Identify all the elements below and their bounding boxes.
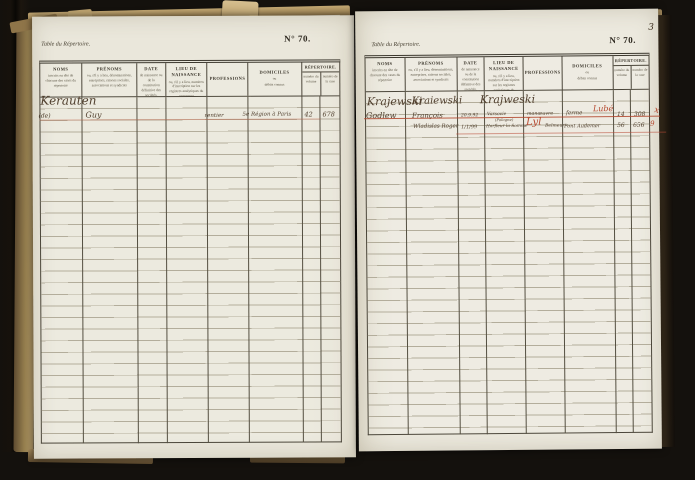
header-domiciles: DOMICILES ou débits connus bbox=[248, 62, 302, 96]
handwritten-volume-number: 56 bbox=[617, 121, 625, 130]
handwritten-domicile: Belmeur bbox=[545, 123, 565, 129]
handwritten-birthdate: 1/1/99 bbox=[461, 124, 478, 131]
handwritten-firstname: Guy bbox=[85, 110, 102, 120]
header-professions: PROFESSIONS bbox=[523, 56, 563, 90]
header-repertoire-case: numéro de la case bbox=[322, 74, 338, 83]
table-body-grid bbox=[365, 89, 652, 436]
header-noms: NOMS inscrits en tête de chacune des cas… bbox=[365, 57, 406, 92]
header-repertoire-case: numéro de la case bbox=[632, 67, 648, 77]
left-page: Table du Répertoire. N° 70. NOMS inscrit… bbox=[32, 15, 356, 459]
table-header-row: NOMS inscrits en tête de chacune des cas… bbox=[365, 55, 649, 93]
header-prenoms: PRÉNOMS ou, s'il y a lieu, dénominations… bbox=[82, 63, 138, 97]
folio-number: N° 70. bbox=[284, 33, 311, 44]
header-repertoire: RÉPERTOIRE. numéro du volume numéro de l… bbox=[301, 62, 340, 96]
handwritten-firstname: Wladislas Roger bbox=[413, 123, 459, 130]
handwritten-volume-number: 42 bbox=[304, 110, 313, 119]
handwritten-surname-variant: Kraiewski bbox=[411, 95, 463, 107]
table-caption: Table du Répertoire. bbox=[41, 41, 91, 48]
header-lieu: LIEU DE NAISSANCE ou, s'il y a lieu, num… bbox=[484, 56, 525, 91]
handwritten-birthplace-detail: (Pologne) bbox=[495, 116, 514, 123]
handwritten-domicile-town: Pont Audemer bbox=[564, 123, 601, 130]
header-repertoire-volume: numéro du volume bbox=[301, 72, 322, 96]
header-repertoire-volume: numéro du volume bbox=[613, 65, 632, 90]
right-page: Table du Répertoire. N° 70. 3 NOMS inscr… bbox=[355, 8, 667, 452]
red-margin-mark: x bbox=[652, 105, 661, 117]
handwritten-surname: Kerauten bbox=[40, 93, 97, 108]
handwritten-case-number: 656 bbox=[633, 121, 645, 129]
handwritten-surname-variant: Krajweski bbox=[479, 92, 536, 107]
table-caption: Table du Répertoire. bbox=[371, 41, 421, 49]
header-lieu: LIEU DE NAISSANCE ou, s'il y a lieu, num… bbox=[165, 62, 208, 97]
folio-number: N° 70. bbox=[609, 34, 636, 46]
handwritten-case-number: 678 bbox=[322, 110, 335, 119]
header-prenoms: PRÉNOMS ou, s'il y a lieu, dénominations… bbox=[405, 57, 458, 91]
header-professions: PROFESSIONS bbox=[207, 62, 249, 96]
header-repertoire: RÉPERTOIRE. numéro du volume numéro de l… bbox=[613, 55, 649, 90]
handwritten-red-annotation: Lubé bbox=[592, 104, 614, 114]
red-overwritten-word: Lyl bbox=[526, 116, 542, 128]
header-date: DATE de naissance ou de la constitution … bbox=[137, 63, 166, 97]
table-header-row: NOMS inscrits en tête de chacune des cas… bbox=[40, 62, 340, 98]
table-body-grid bbox=[40, 96, 341, 444]
header-date: DATE de naissance ou de la constitution … bbox=[457, 57, 485, 91]
handwritten-domicile: 5e Région à Paris bbox=[242, 111, 292, 118]
header-domiciles: DOMICILES ou débits connus bbox=[562, 56, 614, 90]
red-case-annotation: 9 bbox=[650, 119, 655, 128]
handwritten-page-number: 3 bbox=[648, 22, 655, 33]
header-noms: NOMS inscrits en tête de chacune des cas… bbox=[40, 63, 83, 97]
handwritten-birthplace: Harfleur la Somme bbox=[486, 123, 528, 130]
